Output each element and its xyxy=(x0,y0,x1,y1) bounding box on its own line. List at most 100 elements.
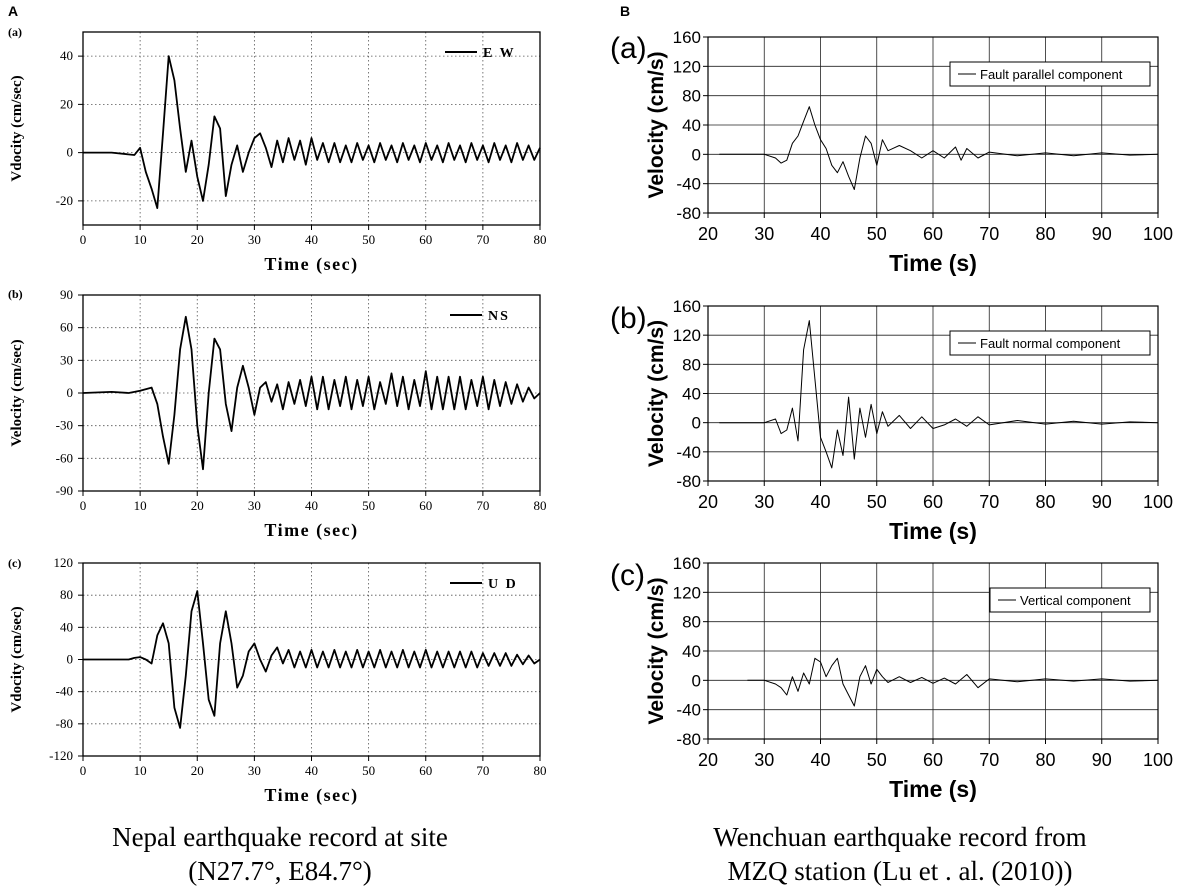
y-tick-label: -40 xyxy=(676,175,701,194)
chart-nepal-ns: (b) 0 10 20 30 40 50 60 70 80 -90 -60 -30 0 30 60 90 Time… xyxy=(8,287,547,541)
chart-sublabel: (c) xyxy=(610,559,645,592)
legend-box xyxy=(989,587,1151,613)
legend-label: Fault normal component xyxy=(980,336,1121,351)
x-tick-label: 40 xyxy=(305,763,318,778)
y-tick-label: 0 xyxy=(67,652,74,667)
legend-label: U D xyxy=(488,577,518,592)
x-tick-label: 80 xyxy=(534,232,547,247)
x-tick-label: 30 xyxy=(248,232,261,247)
chart-sublabel: (b) xyxy=(8,287,23,301)
x-tick-label: 50 xyxy=(362,232,375,247)
x-axis-label: Time (sec) xyxy=(264,520,358,541)
x-tick-label: 60 xyxy=(923,224,943,244)
y-tick-label: 40 xyxy=(60,619,73,634)
chart-wenchuan-normal: (b) 20 30 40 50 60 70 80 90 100 -80 -40 0 40 80 120 160 T… xyxy=(610,297,1173,544)
caption-left: Nepal earthquake record at site (N27.7°,… xyxy=(40,820,520,888)
y-tick-label: 40 xyxy=(682,642,701,661)
y-tick-label: -20 xyxy=(56,193,73,208)
x-tick-label: 20 xyxy=(698,224,718,244)
y-tick-label: -60 xyxy=(56,450,73,465)
legend-label: Vertical component xyxy=(1020,593,1131,608)
x-tick-label: 60 xyxy=(419,763,432,778)
series-line xyxy=(82,315,541,471)
x-tick-label: 30 xyxy=(754,750,774,770)
x-tick-label: 50 xyxy=(867,224,887,244)
chart-wenchuan-vertical: (c) 20 30 40 50 60 70 80 90 100 -80 -40 0 40 80 120 160 T… xyxy=(610,554,1173,802)
x-tick-label: 30 xyxy=(248,498,261,513)
y-tick-label: 120 xyxy=(673,57,701,76)
x-axis-label: Time (s) xyxy=(889,518,977,544)
chart-sublabel: (c) xyxy=(8,556,21,570)
chart-wenchuan-parallel: (a) 20 30 40 50 60 70 80 90 100 -80 -40 0 40 80 120 160 T… xyxy=(610,28,1173,276)
legend-box xyxy=(949,330,1151,356)
y-tick-label: 60 xyxy=(60,320,73,335)
series-line xyxy=(719,320,1159,469)
y-tick-label: -80 xyxy=(676,730,701,749)
caption-right: Wenchuan earthquake record from MZQ stat… xyxy=(640,820,1160,888)
y-tick-label: 160 xyxy=(673,554,701,573)
y-axis-label: Vdocity (cm/sec) xyxy=(9,606,25,712)
caption-left-line1: Nepal earthquake record at site xyxy=(112,822,448,852)
x-tick-label: 50 xyxy=(867,492,887,512)
x-tick-label: 30 xyxy=(754,224,774,244)
x-tick-label: 20 xyxy=(698,750,718,770)
x-tick-label: 0 xyxy=(80,232,87,247)
charts-container: (a) 0 10 20 30 40 50 60 70 80 -20 0 20 40 Time (sec) Vd… xyxy=(8,25,1173,806)
y-axis-label: Vdocity (cm/sec) xyxy=(9,75,25,181)
panel-label-b: B xyxy=(620,3,630,19)
x-tick-label: 40 xyxy=(810,224,830,244)
caption-right-line1: Wenchuan earthquake record from xyxy=(713,822,1087,852)
chart-sublabel: (a) xyxy=(8,25,22,39)
y-tick-label: 20 xyxy=(60,96,73,111)
chart-sublabel: (a) xyxy=(610,32,647,65)
y-tick-label: 120 xyxy=(673,326,701,345)
x-tick-label: 20 xyxy=(698,492,718,512)
x-tick-label: 100 xyxy=(1143,492,1173,512)
y-tick-label: -40 xyxy=(676,701,701,720)
y-tick-label: 0 xyxy=(67,385,74,400)
y-tick-label: 80 xyxy=(682,355,701,374)
x-tick-label: 80 xyxy=(1035,750,1055,770)
series-line xyxy=(719,106,1159,190)
x-tick-label: 0 xyxy=(80,498,87,513)
y-tick-label: 0 xyxy=(692,671,701,690)
x-tick-label: 80 xyxy=(534,498,547,513)
legend-label: NS xyxy=(488,309,510,324)
legend-box xyxy=(949,61,1151,87)
y-tick-label: 0 xyxy=(67,145,74,160)
x-tick-label: 70 xyxy=(476,232,489,247)
series-line xyxy=(83,55,541,210)
x-tick-label: 30 xyxy=(248,763,261,778)
x-tick-label: 10 xyxy=(134,763,147,778)
y-tick-label: 80 xyxy=(682,613,701,632)
x-tick-label: 80 xyxy=(1035,492,1055,512)
y-tick-label: 40 xyxy=(682,116,701,135)
x-axis-label: Time (sec) xyxy=(264,785,358,806)
legend-label: Fault parallel component xyxy=(980,67,1123,82)
x-tick-label: 20 xyxy=(191,498,204,513)
x-tick-label: 50 xyxy=(362,498,375,513)
x-tick-label: 70 xyxy=(979,224,999,244)
y-tick-label: -40 xyxy=(56,684,73,699)
x-tick-label: 90 xyxy=(1092,492,1112,512)
series-line xyxy=(747,657,1159,707)
x-tick-label: 50 xyxy=(867,750,887,770)
x-tick-label: 30 xyxy=(754,492,774,512)
x-axis-label: Time (s) xyxy=(889,250,977,276)
caption-left-line2: (N27.7°, E84.7°) xyxy=(188,856,372,886)
x-tick-label: 40 xyxy=(810,750,830,770)
x-tick-label: 40 xyxy=(305,498,318,513)
x-tick-label: 0 xyxy=(80,763,87,778)
y-tick-label: -80 xyxy=(676,204,701,223)
x-tick-label: 70 xyxy=(476,763,489,778)
x-tick-label: 100 xyxy=(1143,224,1173,244)
y-tick-label: 90 xyxy=(60,287,73,302)
series-line xyxy=(83,590,541,729)
x-tick-label: 40 xyxy=(810,492,830,512)
x-tick-label: 70 xyxy=(979,750,999,770)
x-axis-label: Time (sec) xyxy=(264,254,358,275)
caption-right-line2: MZQ station (Lu et . al. (2010)) xyxy=(727,856,1073,886)
x-tick-label: 40 xyxy=(305,232,318,247)
x-tick-label: 70 xyxy=(476,498,489,513)
